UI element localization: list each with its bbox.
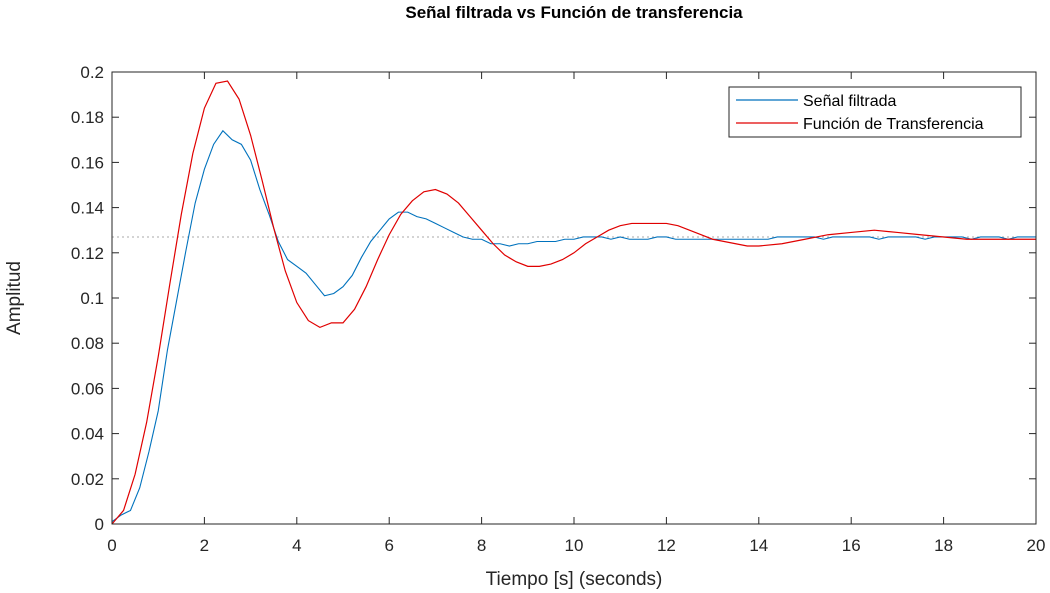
- y-tick-label: 0.2: [80, 63, 104, 82]
- y-tick-label: 0.04: [71, 425, 104, 444]
- y-axis-label: Amplitud: [4, 261, 25, 335]
- x-tick-label: 14: [749, 536, 768, 555]
- y-tick-label: 0.06: [71, 379, 104, 398]
- y-tick-label: 0.16: [71, 153, 104, 172]
- y-tick-label: 0.14: [71, 199, 104, 218]
- x-tick-label: 20: [1027, 536, 1046, 555]
- legend: Señal filtrada Función de Transferencia: [728, 86, 1022, 138]
- legend-label-funcion-de-transferencia: Función de Transferencia: [803, 116, 984, 133]
- x-axis-label: Tiempo [s] (seconds): [486, 569, 663, 590]
- y-axis-ticks: 0 0.02 0.04 0.06 0.08 0.1 0.12 0.14 0.16 0.18 0.2: [71, 63, 1036, 534]
- x-tick-label: 16: [842, 536, 861, 555]
- x-tick-label: 2: [200, 536, 209, 555]
- y-tick-label: 0: [95, 515, 104, 534]
- x-tick-label: 12: [657, 536, 676, 555]
- series-layer: [111, 80, 1036, 525]
- y-tick-label: 0.02: [71, 470, 104, 489]
- x-tick-label: 8: [477, 536, 486, 555]
- x-tick-label: 0: [107, 536, 116, 555]
- legend-label-senal-filtrada: Señal filtrada: [803, 93, 896, 110]
- series-line-funcion-de-transferencia: [111, 80, 1036, 525]
- x-tick-label: 4: [292, 536, 301, 555]
- legend-box: [728, 86, 1022, 138]
- y-tick-label: 0.1: [80, 289, 104, 308]
- plot-area: 0 2 4 6 8 10 12 14 16 18 20 0 0.02 0.04 0.06 0.08 0.1 0.…: [71, 63, 1046, 555]
- series-line-senal-filtrada: [111, 129, 1036, 523]
- x-tick-label: 10: [565, 536, 584, 555]
- x-tick-label: 18: [934, 536, 953, 555]
- chart-title: Señal filtrada vs Función de transferenc…: [405, 3, 743, 22]
- y-tick-label: 0.08: [71, 334, 104, 353]
- x-tick-label: 6: [384, 536, 393, 555]
- y-tick-label: 0.18: [71, 108, 104, 127]
- x-axis-ticks: 0 2 4 6 8 10 12 14 16 18 20: [107, 72, 1045, 555]
- axes-background: [112, 72, 1036, 524]
- y-tick-label: 0.12: [71, 244, 104, 263]
